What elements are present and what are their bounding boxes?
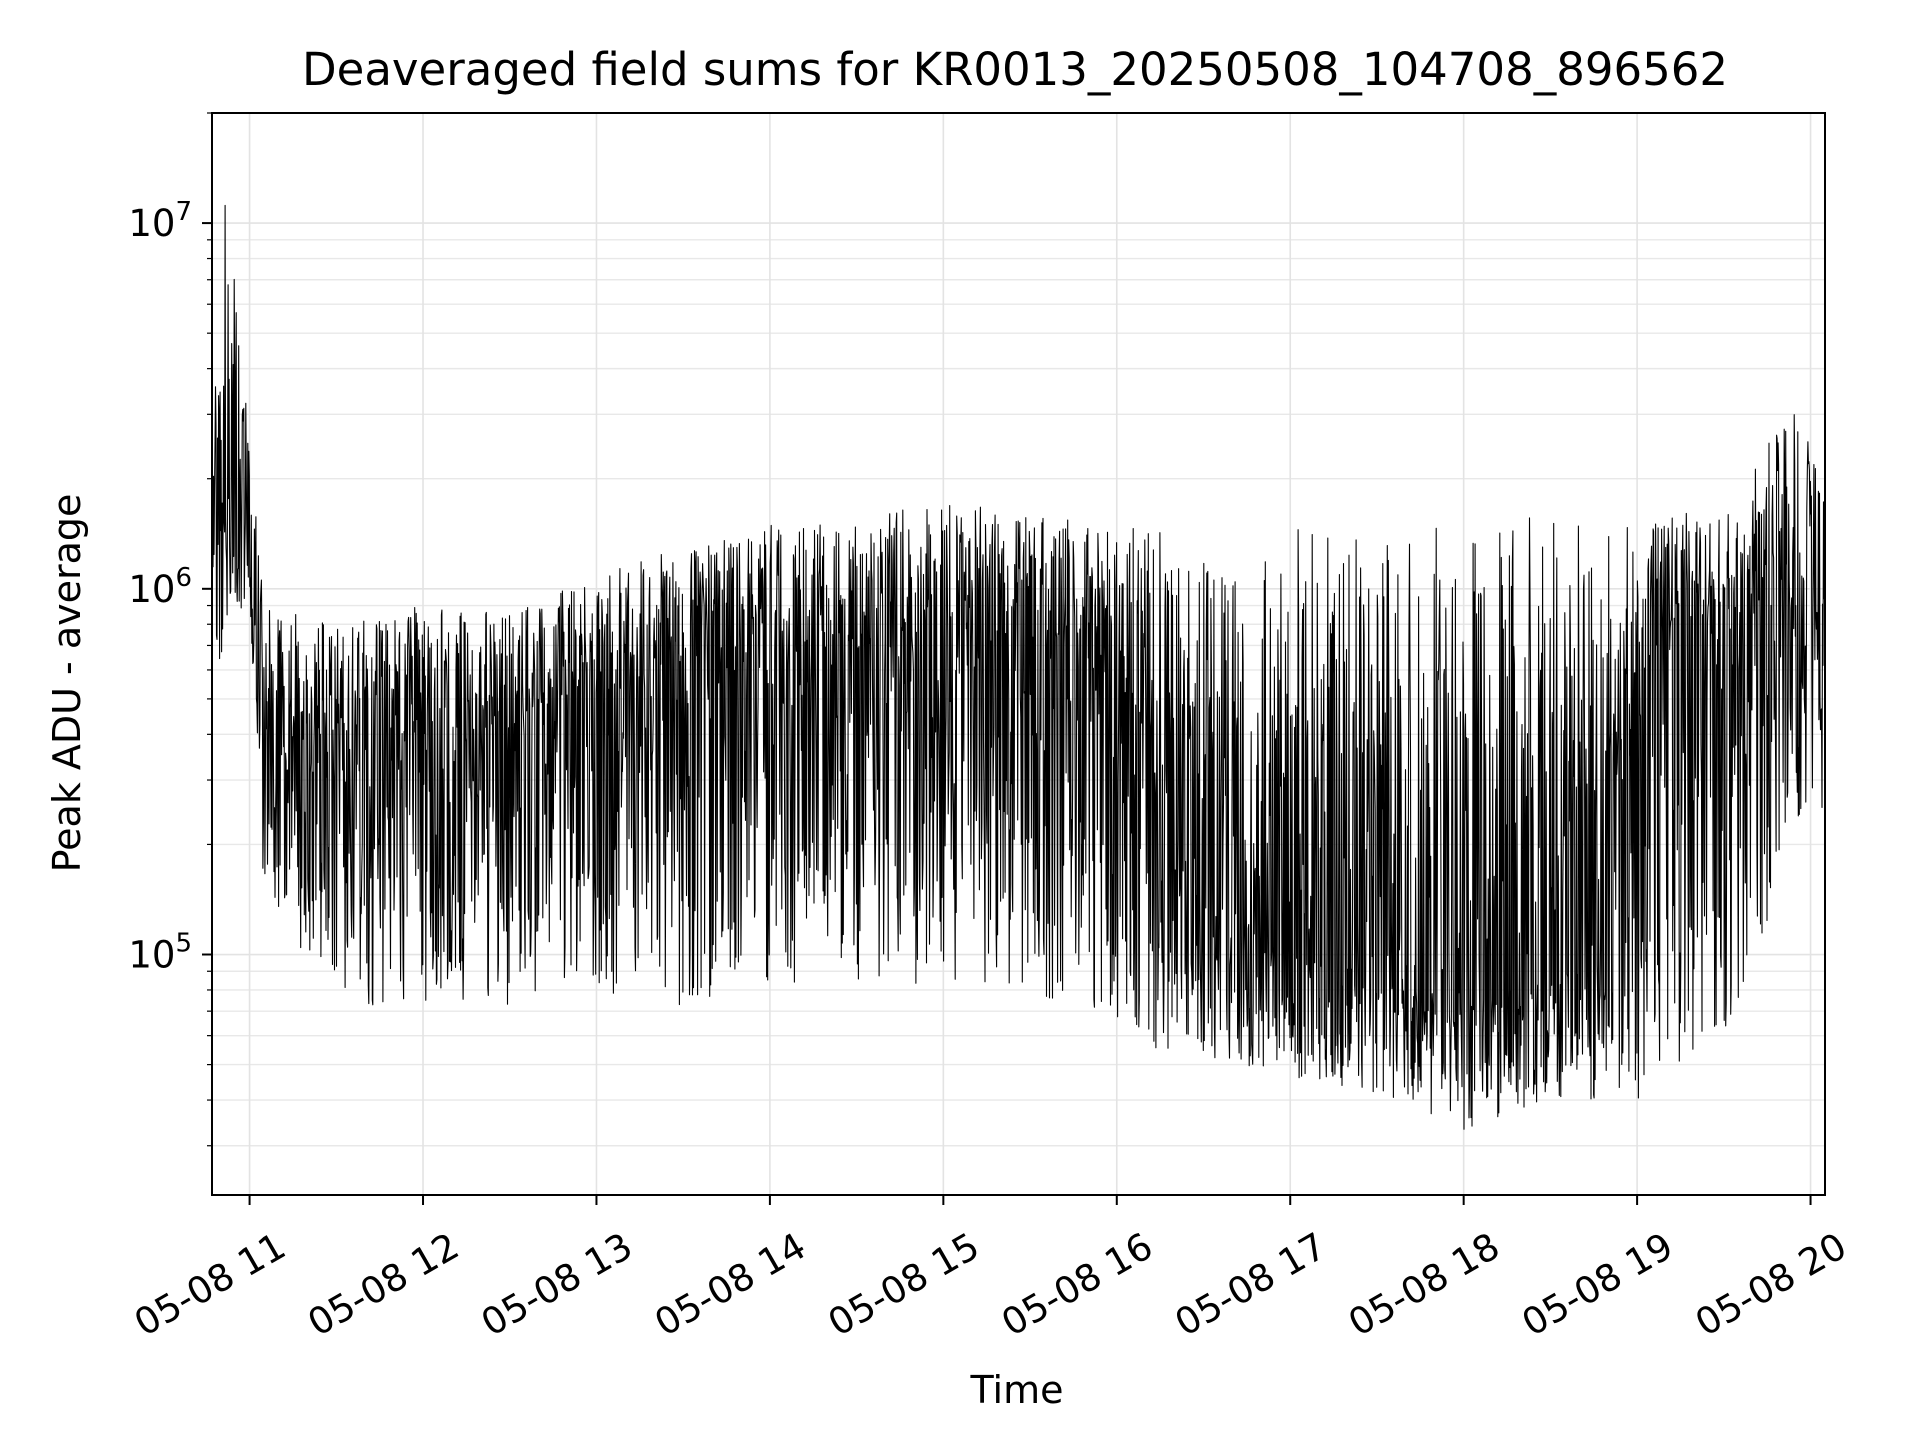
x-tick-label: 05-08 18 — [1341, 1224, 1507, 1344]
plot-frame — [211, 112, 1826, 1196]
y-axis-label: Peak ADU - average — [45, 494, 89, 873]
x-tick-label: 05-08 15 — [821, 1224, 987, 1344]
x-tick-label: 05-08 19 — [1515, 1224, 1681, 1344]
x-axis: 05-08 11 05-08 12 05-08 13 05-08 14 05-08 15… — [127, 1195, 1854, 1345]
y-tick-label: 107 — [128, 197, 192, 245]
x-tick-label: 05-08 16 — [994, 1224, 1160, 1344]
series-layer — [211, 204, 1826, 1130]
x-tick-label: 05-08 14 — [647, 1224, 813, 1344]
y-axis: 105 106 107 — [128, 112, 212, 1147]
series-line — [211, 204, 1826, 1130]
x-axis-label: Time — [970, 1368, 1064, 1412]
x-tick-label: 05-08 11 — [127, 1224, 293, 1344]
x-tick-label: 05-08 12 — [301, 1224, 467, 1344]
x-tick-label: 05-08 13 — [474, 1224, 640, 1344]
chart-title: Deaveraged field sums for KR0013_2025050… — [302, 43, 1728, 96]
x-tick-label: 05-08 20 — [1688, 1224, 1854, 1344]
y-tick-label: 106 — [128, 563, 192, 611]
x-tick-label: 05-08 17 — [1168, 1224, 1334, 1344]
y-tick-label: 105 — [128, 929, 192, 977]
